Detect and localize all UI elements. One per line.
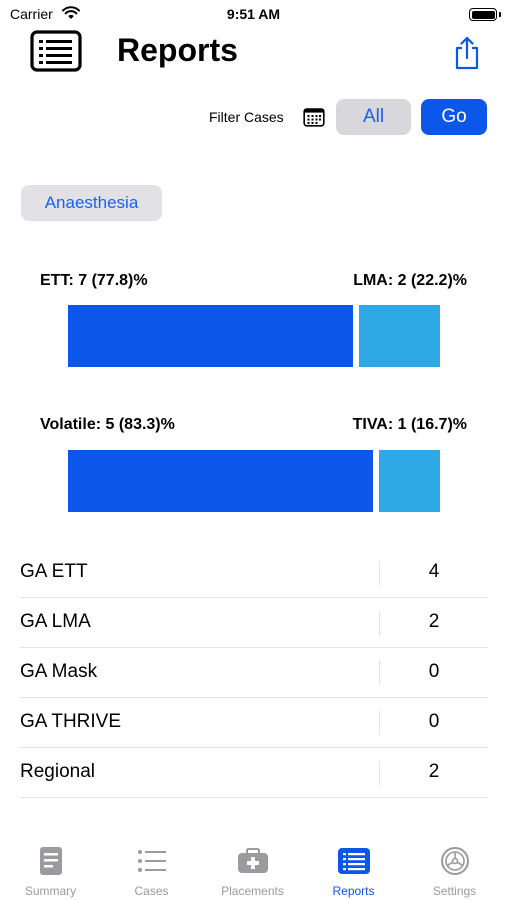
- tab-settings[interactable]: Settings: [404, 838, 505, 900]
- medical-kit-icon: [237, 848, 268, 873]
- report-list-icon: [337, 848, 370, 874]
- case-type-table: GA ETT 4 GA LMA 2 GA Mask 0 GA THRIVE 0 …: [20, 548, 488, 798]
- row-divider: [379, 711, 380, 735]
- tab-label: Summary: [24, 884, 77, 898]
- row-divider: [379, 661, 380, 685]
- tab-label: Placements: [221, 884, 284, 898]
- status-time: 9:51 AM: [226, 6, 281, 22]
- row-count: 0: [428, 661, 440, 682]
- row-count: 4: [428, 561, 440, 582]
- table-row[interactable]: GA ETT 4: [20, 548, 488, 598]
- ett-bar-segment: [68, 305, 353, 367]
- table-row[interactable]: GA LMA 2: [20, 598, 488, 648]
- status-bar: Carrier 9:51 AM: [0, 0, 507, 28]
- go-button[interactable]: Go: [421, 99, 487, 135]
- row-divider: [379, 561, 380, 585]
- share-icon: [455, 36, 479, 70]
- calendar-button[interactable]: [303, 107, 325, 127]
- calendar-icon: [303, 108, 325, 127]
- row-count: 2: [428, 761, 440, 782]
- tiva-bar-segment: [379, 450, 440, 512]
- volatile-bar-segment: [68, 450, 373, 512]
- tab-placements[interactable]: Placements: [202, 838, 303, 900]
- wifi-icon: [62, 6, 80, 19]
- tiva-label: TIVA: 1 (16.7)%: [352, 416, 467, 433]
- document-icon: [39, 847, 62, 875]
- row-label: GA Mask: [20, 661, 98, 682]
- filter-cases-label: Filter Cases: [209, 109, 284, 125]
- page-title: Reports: [117, 32, 238, 68]
- row-divider: [379, 761, 380, 785]
- tab-label: Settings: [432, 884, 477, 898]
- tab-label: Reports: [332, 884, 375, 898]
- tab-cases[interactable]: Cases: [101, 838, 202, 900]
- share-button[interactable]: [452, 36, 482, 70]
- row-label: GA LMA: [20, 611, 91, 632]
- battery-tip: [499, 12, 501, 17]
- row-count: 2: [428, 611, 440, 632]
- tab-summary[interactable]: Summary: [0, 838, 101, 900]
- reports-menu-button[interactable]: [30, 30, 82, 72]
- row-label: GA ETT: [20, 561, 88, 582]
- table-row[interactable]: Regional 2: [20, 748, 488, 798]
- tab-reports[interactable]: Reports: [303, 838, 404, 900]
- table-row[interactable]: GA THRIVE 0: [20, 698, 488, 748]
- list-icon: [137, 850, 166, 872]
- volatile-label: Volatile: 5 (83.3)%: [40, 416, 175, 433]
- tab-label: Cases: [134, 884, 169, 898]
- row-label: GA THRIVE: [20, 711, 122, 732]
- battery-icon: [469, 8, 497, 21]
- table-row[interactable]: GA Mask 0: [20, 648, 488, 698]
- report-list-icon: [30, 30, 82, 72]
- ett-label: ETT: 7 (77.8)%: [40, 272, 148, 289]
- row-divider: [379, 611, 380, 635]
- row-label: Regional: [20, 761, 95, 782]
- row-count: 0: [428, 711, 440, 732]
- lma-bar-segment: [358, 305, 440, 367]
- anaesthesia-category-button[interactable]: Anaesthesia: [21, 185, 162, 221]
- gear-icon: [440, 847, 469, 875]
- all-button[interactable]: All: [336, 99, 411, 135]
- carrier-label: Carrier: [10, 6, 53, 22]
- tab-bar: Summary Cases Placements: [0, 838, 507, 900]
- lma-label: LMA: 2 (22.2)%: [353, 272, 467, 289]
